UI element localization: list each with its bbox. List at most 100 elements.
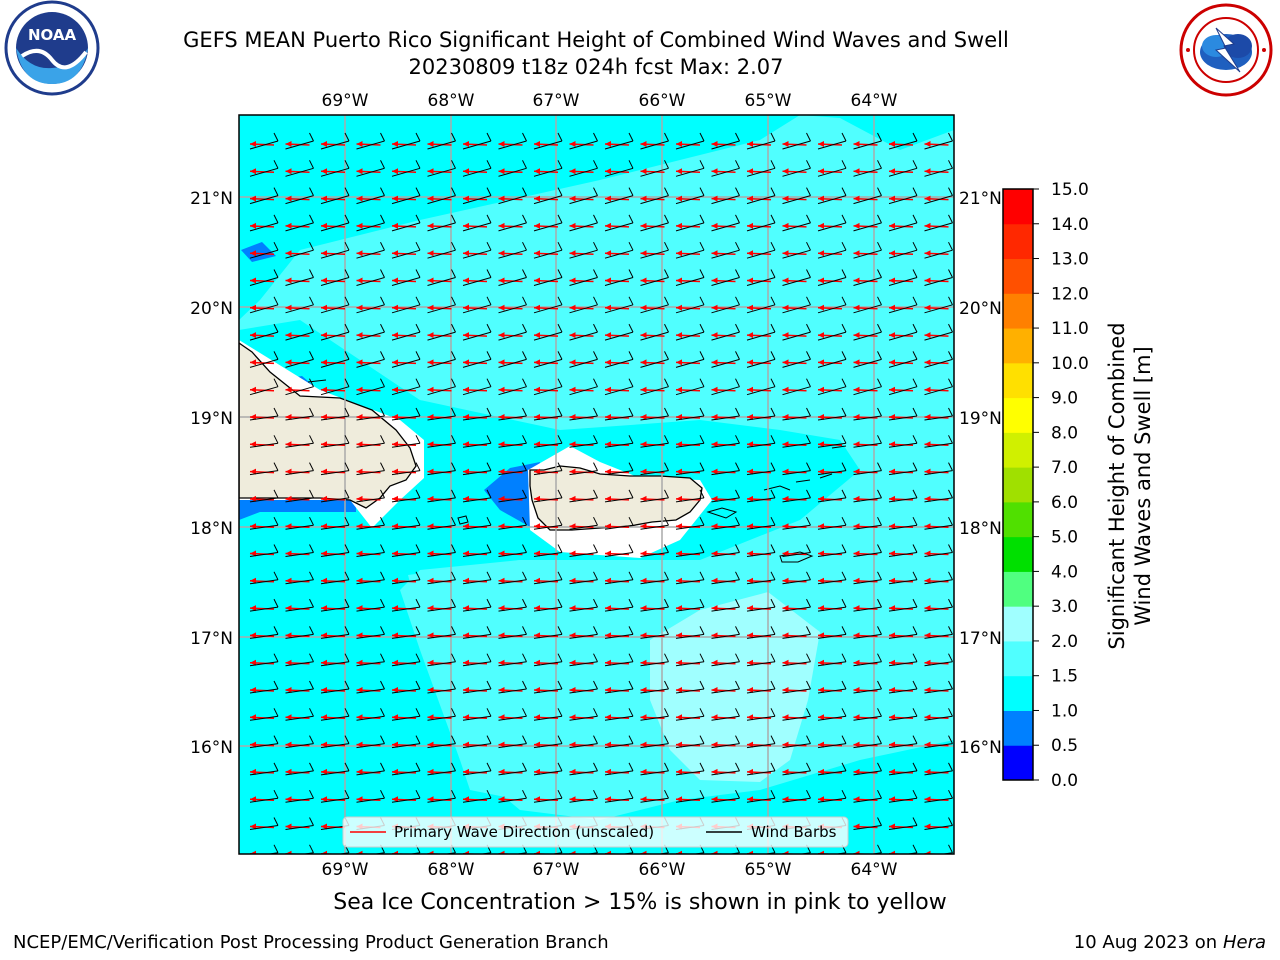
wind-barb-flag xyxy=(344,241,350,251)
wave-arrow-head xyxy=(924,168,931,175)
wind-barb-flag xyxy=(664,378,669,387)
wave-arrow-head xyxy=(321,141,327,147)
wave-arrow-head xyxy=(356,277,363,284)
wind-barb-shaft xyxy=(285,386,314,396)
wave-arrow-head xyxy=(392,468,398,475)
wave-arrow-head xyxy=(676,222,682,229)
wind-barb-flag xyxy=(522,435,527,444)
wind-barb-flag xyxy=(557,626,563,635)
wave-arrow-head xyxy=(534,141,540,147)
wind-barb-shaft xyxy=(569,497,598,503)
wind-barb-shaft xyxy=(498,797,527,803)
wind-barb-shaft xyxy=(924,442,953,448)
wave-arrow-head xyxy=(818,687,824,693)
wind-barb-shaft xyxy=(462,470,492,476)
wind-barb-shaft xyxy=(249,442,279,448)
wind-barb-shaft xyxy=(853,277,882,286)
wind-barb-flag xyxy=(735,378,740,387)
wind-barb-shaft xyxy=(817,442,847,448)
wind-barb-shaft xyxy=(569,167,598,177)
wave-arrow-head xyxy=(463,577,469,584)
wind-barb-flag xyxy=(593,598,598,608)
wind-barb-flag xyxy=(770,626,776,635)
wind-barb-shaft xyxy=(853,743,882,749)
wind-barb-flag xyxy=(735,544,740,553)
wave-arrow-head xyxy=(250,659,256,666)
wave-arrow-head xyxy=(711,168,718,175)
wind-barb-flag xyxy=(735,598,740,608)
wind-barb-shaft xyxy=(569,195,598,205)
wind-barbs xyxy=(249,132,953,854)
wind-barb-shaft xyxy=(782,797,811,803)
wind-barb-shaft xyxy=(285,140,314,150)
wave-arrow-head xyxy=(498,359,505,366)
wind-barb-flag xyxy=(699,762,705,772)
wind-barb-shaft xyxy=(604,195,634,205)
wind-barb-flag xyxy=(770,241,776,251)
wind-barb-flag xyxy=(273,132,279,142)
wind-barb-flag xyxy=(628,323,634,333)
wind-barb-flag xyxy=(770,762,776,772)
wind-barb-flag xyxy=(877,653,882,662)
wave-arrow-head xyxy=(605,659,611,666)
wind-barb-flag xyxy=(486,132,492,142)
wind-barb-shaft xyxy=(924,249,953,259)
wind-barb-flag xyxy=(486,435,492,444)
wind-barb-shaft xyxy=(249,386,279,396)
wave-arrow-head xyxy=(427,222,434,229)
wave-arrow-head xyxy=(463,441,469,448)
wind-barb-shaft xyxy=(782,579,811,585)
wind-barb-flag xyxy=(912,571,918,581)
wind-barb-flag xyxy=(912,708,918,717)
wind-barb-flag xyxy=(735,680,740,690)
wave-arrow-head xyxy=(676,796,682,803)
wave-arrow-head xyxy=(534,687,540,693)
wind-barb-shaft xyxy=(711,415,740,421)
wave-arrow-head xyxy=(605,714,611,721)
wind-barb-shaft xyxy=(640,633,669,639)
wind-barb-shaft xyxy=(320,661,350,667)
wind-barb-shaft xyxy=(498,249,527,259)
wind-barb-flag xyxy=(522,323,527,333)
wave-arrow-head xyxy=(392,141,398,147)
wind-barb-flag xyxy=(486,762,492,772)
wind-barb-shaft xyxy=(427,195,456,205)
wind-barb-flag xyxy=(948,435,953,444)
wave-arrow-head xyxy=(534,250,540,257)
wind-barb-shaft xyxy=(782,633,811,639)
wind-barb-shaft xyxy=(711,222,740,232)
wind-barb-shaft xyxy=(675,497,705,503)
wind-barb-flag xyxy=(664,160,669,169)
wind-barb-flag xyxy=(415,516,421,526)
wave-arrow-head xyxy=(392,577,398,584)
wind-barb-shaft xyxy=(888,195,918,205)
wave-arrow-head xyxy=(534,850,540,854)
wind-barb-shaft xyxy=(782,770,811,776)
wave-arrow-head xyxy=(534,195,540,202)
wind-barb-shaft xyxy=(320,606,350,612)
wind-barb-flag xyxy=(770,435,776,444)
wind-barb-flag xyxy=(451,132,456,142)
wave-arrow-head xyxy=(924,823,931,830)
wind-barb-flag xyxy=(522,296,527,306)
wind-barb-flag xyxy=(628,735,634,744)
wave-arrow-head xyxy=(498,250,505,257)
wind-barb-flag xyxy=(735,241,740,251)
wind-barb-shaft xyxy=(604,688,634,694)
wind-barb-shaft xyxy=(782,167,811,177)
wave-arrow-head xyxy=(747,468,753,475)
wave-arrow-head xyxy=(356,796,363,803)
wind-barb-flag xyxy=(841,435,847,444)
wind-barb-flag xyxy=(912,762,918,772)
wave-arrow-head xyxy=(463,768,469,775)
wind-barb-shaft xyxy=(462,195,492,205)
wave-arrow-head xyxy=(321,495,327,502)
wind-barb-shaft xyxy=(675,797,705,803)
wind-barb-flag xyxy=(380,544,385,553)
wind-barb-shaft xyxy=(640,470,669,476)
wind-barb-shaft xyxy=(924,222,953,232)
wave-arrow-head xyxy=(498,523,505,530)
wave-arrow-head xyxy=(924,741,931,748)
wave-arrow-head xyxy=(818,714,824,721)
wind-barb-flag xyxy=(486,160,492,169)
